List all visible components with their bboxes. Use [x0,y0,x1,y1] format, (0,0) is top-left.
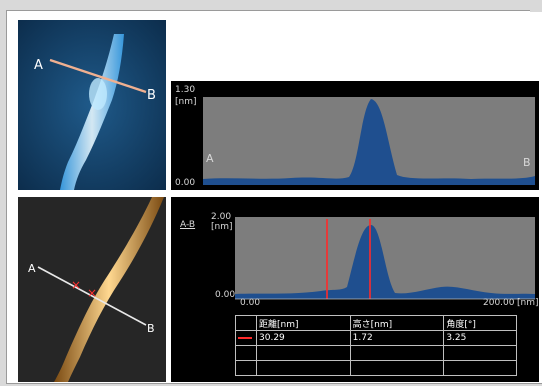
profile-graph-2-svg [235,217,535,300]
graph-label-a: A [206,152,214,165]
row-color-swatch [235,330,257,346]
table-header-height: 高さ[nm] [349,315,445,331]
x-max-label: 200.00 [483,298,515,308]
y-min-label: 0.00 [175,178,196,188]
graph-title: A-B [180,220,196,230]
row-distance: 30.29 [256,330,351,346]
x-min-label: 0.00 [240,298,261,308]
cursor-x-2[interactable]: × [87,286,97,300]
row-angle: 3.25 [443,330,517,346]
table-row-empty [235,360,517,376]
fiber-shape [60,34,124,190]
y-unit-label: [nm] [175,97,197,107]
measurement-table: 距離[nm] 高さ[nm] 角度[°] 30.29 1.72 3.25 [235,315,517,376]
table-header-distance: 距離[nm] [256,315,351,331]
section-line-ab[interactable] [49,58,147,94]
row-height: 1.72 [349,330,445,346]
x-unit-label: [nm] [517,298,539,308]
y-unit-label-2: [nm] [211,222,233,232]
marker-b-label: B [147,88,156,103]
section-line-ab-2[interactable] [37,266,147,326]
y-min-label-2: 0.00 [215,290,236,300]
table-header-swatch [235,315,257,331]
y-max-label: 1.30 [175,85,196,95]
y-max-label-2: 2.00 [211,212,232,222]
graph-label-b: B [523,156,531,169]
corner-mark [530,0,542,12]
table-row[interactable]: 30.29 1.72 3.25 [235,330,517,346]
fiber-shape-gold [54,197,164,382]
marker-a-label-2: A [28,262,36,275]
afm-image-blue[interactable] [18,20,166,190]
afm-image-gold-svg: × × [18,197,166,382]
table-row-empty [235,345,517,361]
profile-graph-1[interactable] [171,81,539,190]
table-header-angle: 角度[°] [443,315,517,331]
profile-graph-1-svg [203,97,535,185]
marker-b-label-2: B [147,322,155,335]
table-header-row: 距離[nm] 高さ[nm] 角度[°] [235,315,517,331]
marker-a-label: A [34,58,43,73]
profile-curve [203,99,535,185]
afm-image-gold[interactable]: × × [18,197,166,382]
afm-image-blue-svg [18,20,166,190]
profile-curve-2 [235,225,535,299]
cursor-x-1[interactable]: × [71,278,81,292]
